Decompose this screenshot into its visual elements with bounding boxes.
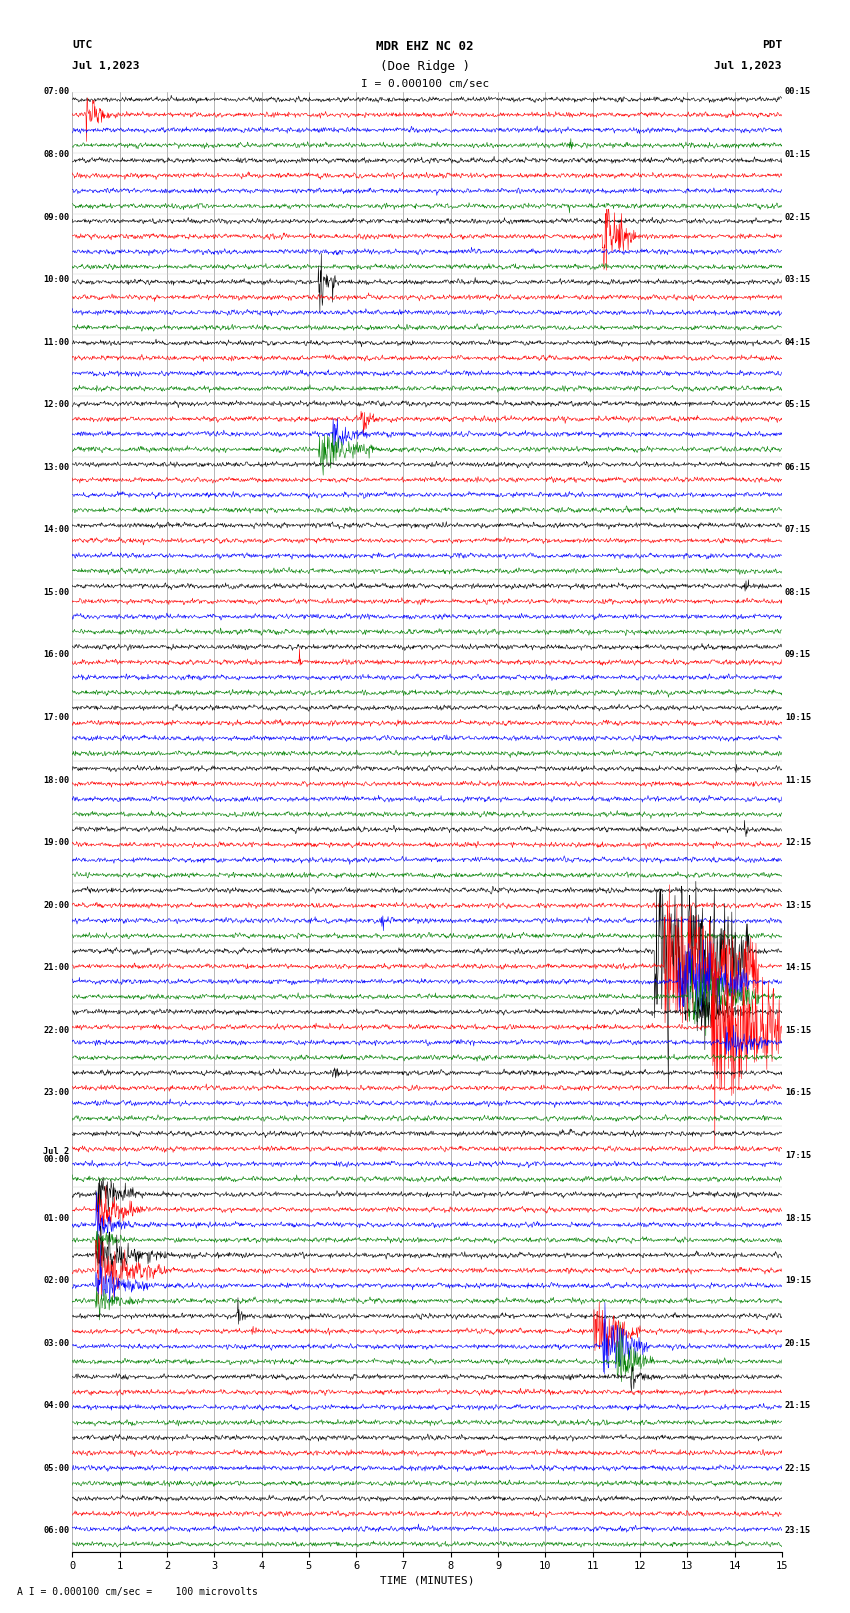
Text: 05:15: 05:15 bbox=[785, 400, 811, 410]
Text: 14:00: 14:00 bbox=[43, 526, 70, 534]
Text: 23:00: 23:00 bbox=[43, 1089, 70, 1097]
Text: 23:15: 23:15 bbox=[785, 1526, 811, 1536]
Text: 04:00: 04:00 bbox=[43, 1402, 70, 1410]
Text: 07:00: 07:00 bbox=[43, 87, 70, 97]
Text: 10:15: 10:15 bbox=[785, 713, 811, 723]
Text: 07:15: 07:15 bbox=[785, 526, 811, 534]
Text: 08:00: 08:00 bbox=[43, 150, 70, 160]
Text: 21:00: 21:00 bbox=[43, 963, 70, 973]
Text: (Doe Ridge ): (Doe Ridge ) bbox=[380, 60, 470, 73]
Text: 09:00: 09:00 bbox=[43, 213, 70, 221]
Text: 20:15: 20:15 bbox=[785, 1339, 811, 1348]
Text: 16:00: 16:00 bbox=[43, 650, 70, 660]
Text: 18:00: 18:00 bbox=[43, 776, 70, 784]
Text: PDT: PDT bbox=[762, 40, 782, 50]
Text: Jul 1,2023: Jul 1,2023 bbox=[715, 61, 782, 71]
Text: 14:15: 14:15 bbox=[785, 963, 811, 973]
Text: 13:15: 13:15 bbox=[785, 900, 811, 910]
Text: 22:15: 22:15 bbox=[785, 1463, 811, 1473]
Text: 01:15: 01:15 bbox=[785, 150, 811, 160]
Text: 01:00: 01:00 bbox=[43, 1213, 70, 1223]
Text: 20:00: 20:00 bbox=[43, 900, 70, 910]
Text: 04:15: 04:15 bbox=[785, 337, 811, 347]
Text: 16:15: 16:15 bbox=[785, 1089, 811, 1097]
Text: 17:15: 17:15 bbox=[785, 1152, 811, 1160]
Text: 18:15: 18:15 bbox=[785, 1213, 811, 1223]
Text: Jul 2
00:00: Jul 2 00:00 bbox=[43, 1147, 70, 1165]
Text: 12:00: 12:00 bbox=[43, 400, 70, 410]
Text: 11:15: 11:15 bbox=[785, 776, 811, 784]
Text: I = 0.000100 cm/sec: I = 0.000100 cm/sec bbox=[361, 79, 489, 89]
Text: 22:00: 22:00 bbox=[43, 1026, 70, 1036]
Text: 15:00: 15:00 bbox=[43, 587, 70, 597]
Text: 05:00: 05:00 bbox=[43, 1463, 70, 1473]
Text: MDR EHZ NC 02: MDR EHZ NC 02 bbox=[377, 40, 473, 53]
Text: 11:00: 11:00 bbox=[43, 337, 70, 347]
X-axis label: TIME (MINUTES): TIME (MINUTES) bbox=[380, 1576, 474, 1586]
Text: 02:15: 02:15 bbox=[785, 213, 811, 221]
Text: 03:15: 03:15 bbox=[785, 276, 811, 284]
Text: 09:15: 09:15 bbox=[785, 650, 811, 660]
Text: 21:15: 21:15 bbox=[785, 1402, 811, 1410]
Text: 17:00: 17:00 bbox=[43, 713, 70, 723]
Text: 19:15: 19:15 bbox=[785, 1276, 811, 1286]
Text: 08:15: 08:15 bbox=[785, 587, 811, 597]
Text: 02:00: 02:00 bbox=[43, 1276, 70, 1286]
Text: Jul 1,2023: Jul 1,2023 bbox=[72, 61, 139, 71]
Text: 00:15: 00:15 bbox=[785, 87, 811, 97]
Text: 13:00: 13:00 bbox=[43, 463, 70, 473]
Text: 06:15: 06:15 bbox=[785, 463, 811, 473]
Text: A I = 0.000100 cm/sec =    100 microvolts: A I = 0.000100 cm/sec = 100 microvolts bbox=[17, 1587, 258, 1597]
Text: 15:15: 15:15 bbox=[785, 1026, 811, 1036]
Text: 06:00: 06:00 bbox=[43, 1526, 70, 1536]
Text: 12:15: 12:15 bbox=[785, 839, 811, 847]
Text: UTC: UTC bbox=[72, 40, 93, 50]
Text: 03:00: 03:00 bbox=[43, 1339, 70, 1348]
Text: 10:00: 10:00 bbox=[43, 276, 70, 284]
Text: 19:00: 19:00 bbox=[43, 839, 70, 847]
